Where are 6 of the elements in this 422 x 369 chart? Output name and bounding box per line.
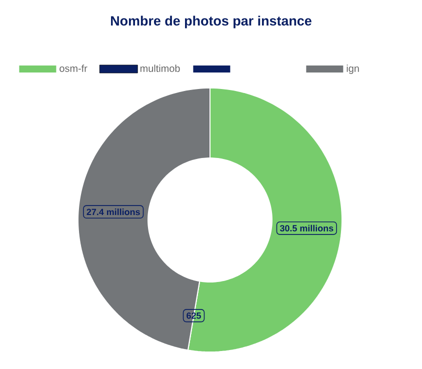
- legend-label: multimob: [140, 64, 180, 72]
- data-label: 30.5 millions: [280, 224, 334, 232]
- data-label: 27.4 millions: [86, 208, 140, 216]
- legend-label: ign: [346, 64, 359, 74]
- chart-title: Nombre de photos par instance: [111, 16, 312, 28]
- legend-label: osm-fr: [60, 64, 88, 72]
